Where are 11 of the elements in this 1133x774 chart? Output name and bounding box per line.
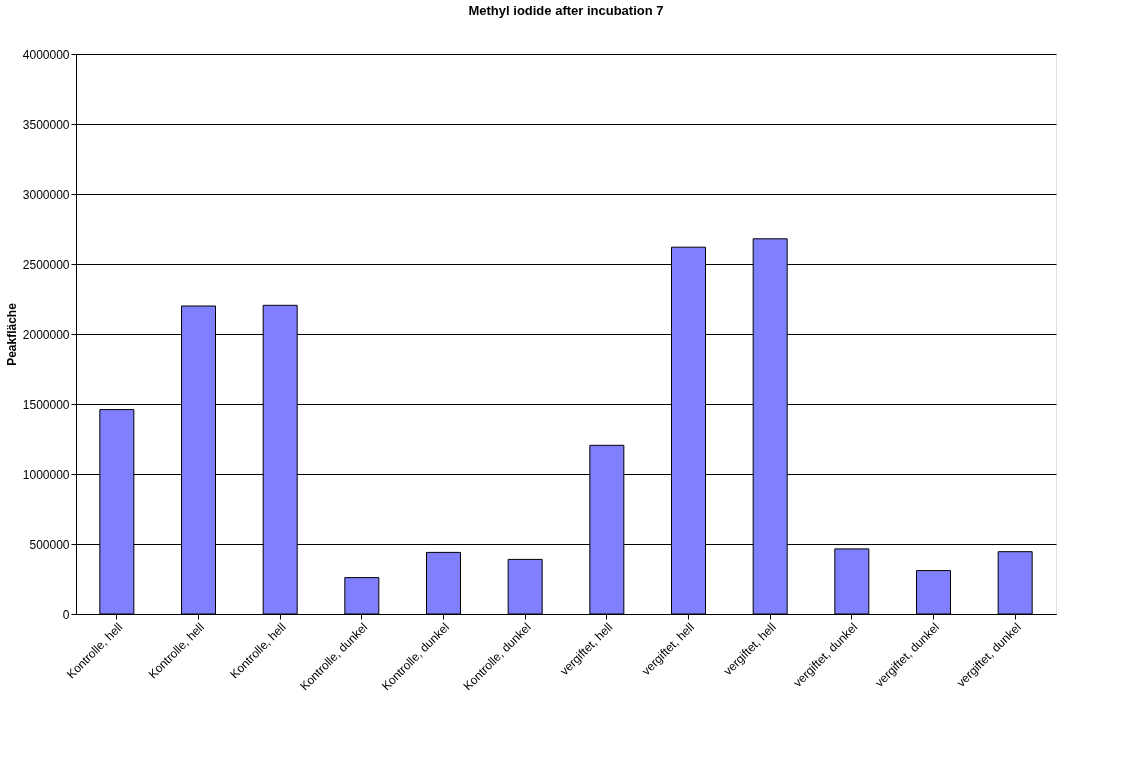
y-axis-title: Peakfläche [4,302,19,366]
y-tick-label: 3500000 [22,117,70,132]
y-tick-label: 4000000 [22,47,70,62]
chart-title: Methyl iodide after incubation 7 [468,3,664,18]
y-tick-label: 1000000 [22,467,70,482]
y-tick-label: 2000000 [22,327,70,342]
y-tick-label: 1500000 [22,397,70,412]
y-tick-label: 500000 [29,537,70,552]
y-tick-label: 2500000 [22,257,70,272]
y-tick-label: 3000000 [22,187,70,202]
y-tick-label: 0 [62,607,70,622]
